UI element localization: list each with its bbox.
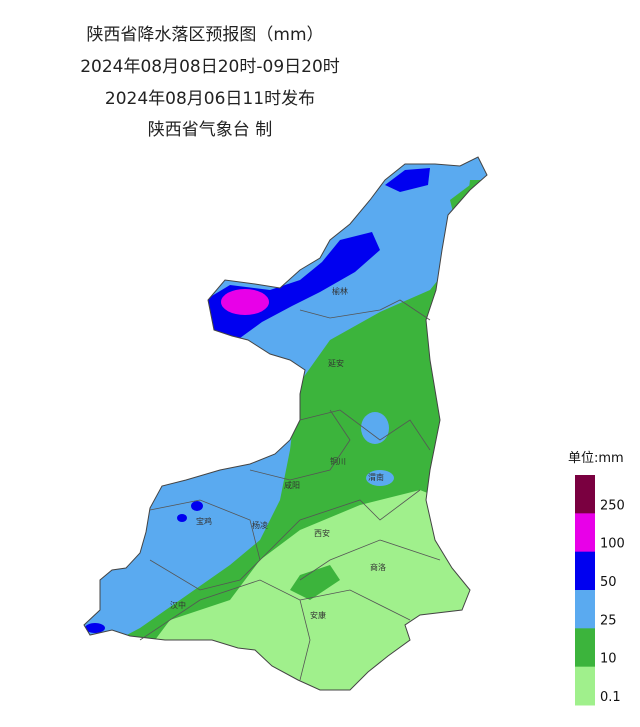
issuer: 陕西省气象台 制	[148, 120, 272, 140]
legend-label: 10	[600, 652, 617, 667]
issued: 2024年08月06日11时发布	[105, 89, 315, 109]
title-block: 陕西省降水落区预报图（mm） 2024年08月08日20时-09日20时 202…	[80, 25, 340, 140]
legend-swatch	[575, 666, 595, 706]
legend-unit: 单位:mm	[568, 451, 624, 466]
city: 汉中	[170, 600, 186, 610]
city: 榆林	[332, 286, 348, 296]
city: 安康	[310, 610, 326, 620]
legend-swatch	[575, 628, 595, 668]
city: 铜川	[330, 456, 346, 466]
city: 商洛	[370, 562, 386, 572]
legend-swatch	[575, 551, 595, 591]
city: 渭南	[368, 472, 384, 482]
boundaries	[83, 156, 488, 691]
legend-label: 50	[600, 575, 617, 590]
period: 2024年08月08日20时-09日20时	[80, 57, 340, 77]
legend: 单位:mm 250 100 50 25 10 0.1	[568, 451, 625, 706]
legend-label: 250	[600, 498, 625, 513]
legend-swatch	[575, 513, 595, 553]
legend-swatch	[575, 590, 595, 629]
city: 杨凌	[252, 520, 268, 530]
legend-label: 100	[600, 537, 625, 552]
legend-label: 25	[600, 613, 617, 628]
legend-swatch	[575, 475, 595, 514]
city: 咸阳	[284, 480, 300, 490]
title: 陕西省降水落区预报图（mm）	[86, 25, 323, 45]
city: 西安	[314, 528, 330, 538]
city-labels: 榆林 延安 铜川 渭南 咸阳 宝鸡 杨凌 西安 商洛 汉中 安康	[170, 286, 386, 620]
city: 宝鸡	[196, 516, 212, 526]
city: 延安	[328, 358, 344, 368]
legend-label: 0.1	[600, 690, 621, 705]
